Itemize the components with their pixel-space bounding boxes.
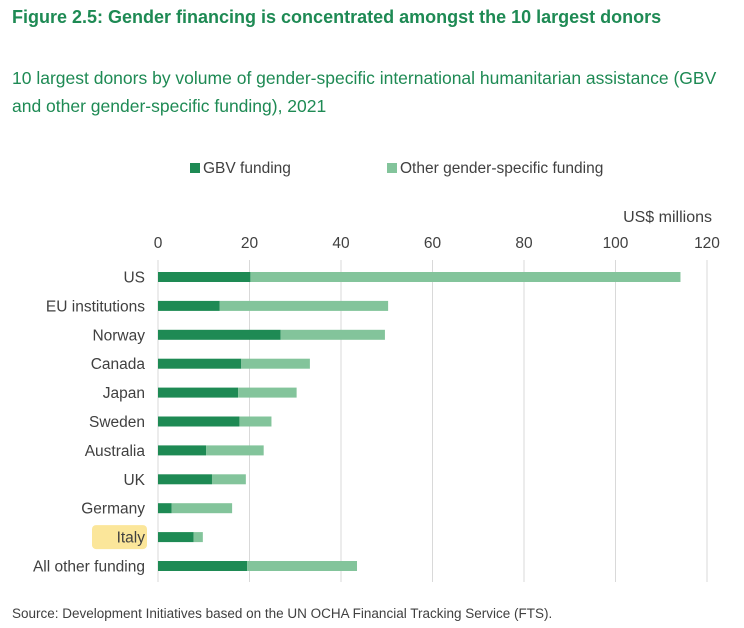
category-label: Japan xyxy=(103,385,145,402)
bar-segment xyxy=(238,387,297,398)
category-label: Canada xyxy=(91,356,146,373)
category-label: UK xyxy=(123,472,145,489)
highlight-box xyxy=(92,525,147,550)
bar-segment xyxy=(241,358,310,369)
chart-legend: GBV funding Other gender-specific fundin… xyxy=(0,160,744,180)
category-label: Sweden xyxy=(89,414,145,431)
category-label: EU institutions xyxy=(46,298,145,315)
figure-subtitle: 10 largest donors by volume of gender-sp… xyxy=(12,68,717,116)
x-tick-label: 120 xyxy=(694,235,720,252)
x-tick-label: 0 xyxy=(154,235,163,252)
figure-title: Figure 2.5: Gender financing is concentr… xyxy=(12,7,662,27)
bar-segment xyxy=(247,561,358,571)
bar-segment xyxy=(158,387,239,398)
legend-item-other: Other gender-specific funding xyxy=(387,160,603,178)
bar-segment xyxy=(158,503,172,514)
category-label: All other funding xyxy=(33,559,145,576)
bar-segment xyxy=(171,503,233,514)
bar-segment xyxy=(211,474,246,485)
category-highlights xyxy=(92,525,147,550)
category-label: Norway xyxy=(92,327,145,344)
bar-segment xyxy=(158,416,240,427)
bar-segment xyxy=(158,358,242,369)
category-label: Australia xyxy=(85,443,146,460)
x-tick-label: 40 xyxy=(332,235,350,252)
bar-segment xyxy=(193,532,203,543)
bar-segment xyxy=(158,474,212,485)
x-tick-label: 60 xyxy=(424,235,442,252)
bar-segment xyxy=(250,272,681,282)
x-tick-label: 80 xyxy=(515,235,533,252)
bar-segment xyxy=(280,329,385,340)
x-tick-label: 20 xyxy=(241,235,259,252)
bar-segment xyxy=(158,272,251,282)
legend-swatch-other xyxy=(387,163,397,173)
category-label: Italy xyxy=(117,530,146,547)
bar-segment xyxy=(219,300,389,311)
bar-segment xyxy=(158,300,220,311)
bar-segment xyxy=(239,416,272,427)
bar-segment xyxy=(158,445,207,456)
legend-swatch-gbv xyxy=(190,163,200,173)
x-axis-ticks: 0 20 40 60 80 100 120 xyxy=(154,235,721,252)
bars xyxy=(158,272,681,571)
gridlines xyxy=(157,260,708,582)
axis-unit-label: US$ millions xyxy=(623,209,712,226)
legend-label-gbv: GBV funding xyxy=(203,160,291,177)
legend-item-gbv: GBV funding xyxy=(190,160,291,178)
bar-segment xyxy=(206,445,264,456)
category-label: US xyxy=(123,270,145,287)
category-labels: US EU institutions Norway Canada Japan Sweden… xyxy=(33,270,146,576)
bar-segment xyxy=(158,532,194,543)
x-tick-label: 100 xyxy=(603,235,629,252)
bar-segment xyxy=(158,329,281,340)
category-label: Germany xyxy=(81,501,145,518)
bar-segment xyxy=(158,561,248,571)
legend-label-other: Other gender-specific funding xyxy=(400,160,604,177)
source-note: Source: Development Initiatives based on… xyxy=(12,606,553,621)
bar-chart: US$ millions 0 20 40 60 80 100 120 US EU instit… xyxy=(33,209,721,582)
